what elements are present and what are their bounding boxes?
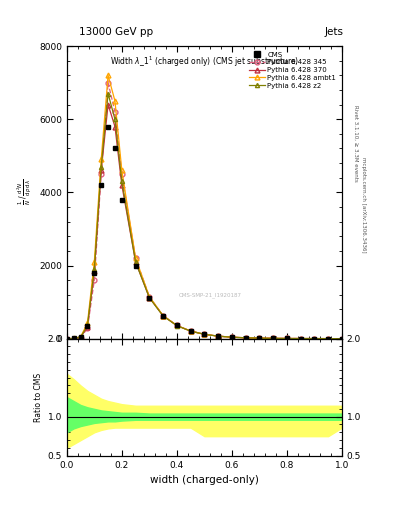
Text: mcplots.cern.ch [arXiv:1306.3436]: mcplots.cern.ch [arXiv:1306.3436] <box>361 157 366 252</box>
Legend: CMS, Pythia 6.428 345, Pythia 6.428 370, Pythia 6.428 ambt1, Pythia 6.428 z2: CMS, Pythia 6.428 345, Pythia 6.428 370,… <box>247 50 338 91</box>
Text: CMS-SMP-21_I1920187: CMS-SMP-21_I1920187 <box>178 292 241 297</box>
Text: Jets: Jets <box>325 27 344 37</box>
Text: 13000 GeV pp: 13000 GeV pp <box>79 27 153 37</box>
Y-axis label: $\frac{1}{N}\,/\,\frac{\mathrm{d}^2 N}{\mathrm{d}p\,\mathrm{d}\lambda}$: $\frac{1}{N}\,/\,\frac{\mathrm{d}^2 N}{\… <box>16 179 33 205</box>
Text: Rivet 3.1.10, ≥ 3.3M events: Rivet 3.1.10, ≥ 3.3M events <box>353 105 358 182</box>
Y-axis label: Ratio to CMS: Ratio to CMS <box>35 373 43 422</box>
X-axis label: width (charged-only): width (charged-only) <box>150 475 259 485</box>
Text: Width $\lambda\_1^1$ (charged only) (CMS jet substructure): Width $\lambda\_1^1$ (charged only) (CMS… <box>110 55 299 69</box>
